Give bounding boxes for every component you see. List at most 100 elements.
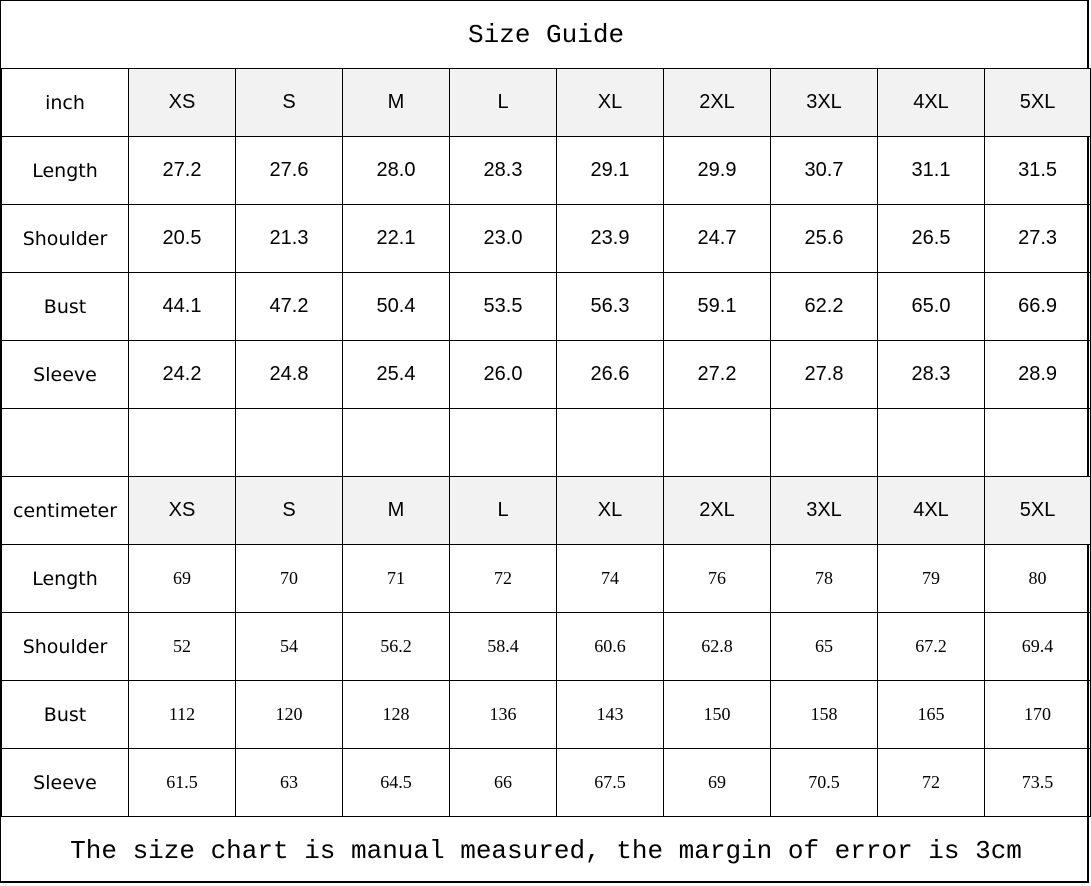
value-cell: 22.1 xyxy=(342,204,450,273)
centimeter-row-sleeve: Sleeve 61.5 63 64.5 66 67.5 69 70.5 72 73.5 xyxy=(1,748,1091,817)
value-cell: 21.3 xyxy=(235,204,343,273)
footer-note: The size chart is manual measured, the m… xyxy=(70,835,1022,866)
measure-label: Length xyxy=(1,544,129,613)
centimeter-row-shoulder: Shoulder 52 54 56.2 58.4 60.6 62.8 65 67.2 69.4 xyxy=(1,612,1091,681)
value-cell: 54 xyxy=(235,612,343,681)
value-cell: 20.5 xyxy=(128,204,236,273)
value-cell: 67.5 xyxy=(556,748,664,817)
empty-cell xyxy=(983,408,1091,477)
value-cell: 62.8 xyxy=(663,612,771,681)
value-cell: 29.9 xyxy=(663,136,771,205)
value-cell: 72 xyxy=(449,544,557,613)
value-cell: 24.2 xyxy=(128,340,236,409)
value-cell: 47.2 xyxy=(235,272,343,341)
empty-cell xyxy=(556,408,664,477)
value-cell: 65 xyxy=(770,612,878,681)
measure-label: Length xyxy=(1,136,129,205)
measure-label: Bust xyxy=(1,272,129,341)
value-cell: 26.0 xyxy=(449,340,557,409)
value-cell: 27.8 xyxy=(770,340,878,409)
value-cell: 165 xyxy=(877,680,985,749)
value-cell: 66.9 xyxy=(983,272,1091,341)
measure-label: Sleeve xyxy=(1,340,129,409)
value-cell: 69 xyxy=(128,544,236,613)
inch-row-sleeve: Sleeve 24.2 24.8 25.4 26.0 26.6 27.2 27.8 28.3 28… xyxy=(1,340,1091,409)
value-cell: 120 xyxy=(235,680,343,749)
value-cell: 26.6 xyxy=(556,340,664,409)
value-cell: 136 xyxy=(449,680,557,749)
value-cell: 79 xyxy=(877,544,985,613)
size-header-5xl: 5XL xyxy=(983,68,1091,137)
value-cell: 76 xyxy=(663,544,771,613)
title-row: Size Guide xyxy=(1,1,1091,69)
inch-row-length: Length 27.2 27.6 28.0 28.3 29.1 29.9 30.7 31.1 31… xyxy=(1,136,1091,205)
centimeter-row-length: Length 69 70 71 72 74 76 78 79 80 xyxy=(1,544,1091,613)
value-cell: 53.5 xyxy=(449,272,557,341)
centimeter-header-row: centimeter XS S M L XL 2XL 3XL 4XL 5XL xyxy=(1,476,1091,545)
value-cell: 63 xyxy=(235,748,343,817)
value-cell: 27.3 xyxy=(983,204,1091,273)
value-cell: 56.2 xyxy=(342,612,450,681)
value-cell: 56.3 xyxy=(556,272,664,341)
value-cell: 28.9 xyxy=(983,340,1091,409)
value-cell: 143 xyxy=(556,680,664,749)
measure-label: Sleeve xyxy=(1,748,129,817)
centimeter-unit-label: centimeter xyxy=(1,476,129,545)
size-header-m: M xyxy=(342,476,450,545)
value-cell: 74 xyxy=(556,544,664,613)
value-cell: 61.5 xyxy=(128,748,236,817)
value-cell: 28.0 xyxy=(342,136,450,205)
empty-cell xyxy=(1,408,129,477)
value-cell: 31.1 xyxy=(877,136,985,205)
size-header-xl: XL xyxy=(556,68,664,137)
value-cell: 71 xyxy=(342,544,450,613)
value-cell: 72 xyxy=(877,748,985,817)
size-header-xs: XS xyxy=(128,68,236,137)
value-cell: 26.5 xyxy=(877,204,985,273)
empty-cell xyxy=(877,408,985,477)
value-cell: 23.0 xyxy=(449,204,557,273)
value-cell: 78 xyxy=(770,544,878,613)
value-cell: 64.5 xyxy=(342,748,450,817)
inch-row-shoulder: Shoulder 20.5 21.3 22.1 23.0 23.9 24.7 25.6 26.5… xyxy=(1,204,1091,273)
value-cell: 158 xyxy=(770,680,878,749)
value-cell: 30.7 xyxy=(770,136,878,205)
size-header-m: M xyxy=(342,68,450,137)
size-header-xl: XL xyxy=(556,476,664,545)
value-cell: 23.9 xyxy=(556,204,664,273)
size-header-xs: XS xyxy=(128,476,236,545)
inch-row-bust: Bust 44.1 47.2 50.4 53.5 56.3 59.1 62.2 65.0 66.9 xyxy=(1,272,1091,341)
inch-unit-label: inch xyxy=(1,68,129,137)
value-cell: 28.3 xyxy=(877,340,985,409)
value-cell: 27.2 xyxy=(128,136,236,205)
size-header-3xl: 3XL xyxy=(770,476,878,545)
value-cell: 128 xyxy=(342,680,450,749)
measure-label: Shoulder xyxy=(1,612,129,681)
value-cell: 58.4 xyxy=(449,612,557,681)
value-cell: 170 xyxy=(983,680,1091,749)
value-cell: 67.2 xyxy=(877,612,985,681)
size-header-s: S xyxy=(235,68,343,137)
value-cell: 25.4 xyxy=(342,340,450,409)
empty-cell xyxy=(663,408,771,477)
centimeter-row-bust: Bust 112 120 128 136 143 150 158 165 170 xyxy=(1,680,1091,749)
empty-cell xyxy=(128,408,236,477)
page-title: Size Guide xyxy=(1,1,1091,69)
value-cell: 60.6 xyxy=(556,612,664,681)
value-cell: 25.6 xyxy=(770,204,878,273)
value-cell: 65.0 xyxy=(877,272,985,341)
value-cell: 50.4 xyxy=(342,272,450,341)
size-header-l: L xyxy=(449,68,557,137)
measure-label: Bust xyxy=(1,680,129,749)
value-cell: 112 xyxy=(128,680,236,749)
size-header-4xl: 4XL xyxy=(877,68,985,137)
value-cell: 31.5 xyxy=(983,136,1091,205)
value-cell: 62.2 xyxy=(770,272,878,341)
empty-cell xyxy=(770,408,878,477)
size-header-3xl: 3XL xyxy=(770,68,878,137)
value-cell: 44.1 xyxy=(128,272,236,341)
spacer-row xyxy=(1,408,1091,477)
size-header-5xl: 5XL xyxy=(983,476,1091,545)
